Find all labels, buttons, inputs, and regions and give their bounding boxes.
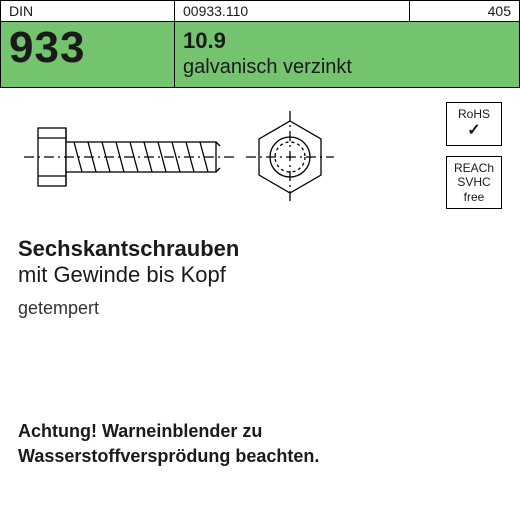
- product-name: Sechskantschrauben: [18, 236, 502, 262]
- rohs-label: RoHS: [453, 107, 495, 121]
- header-standard-label: DIN: [0, 1, 175, 21]
- standard-number-cell: 933: [0, 22, 175, 87]
- rohs-badge: RoHS ✓: [446, 102, 502, 146]
- product-treatment: getempert: [18, 298, 502, 319]
- header-right-code: 405: [410, 1, 520, 21]
- standard-number: 933: [9, 26, 166, 70]
- product-subtitle: mit Gewinde bis Kopf: [18, 262, 502, 288]
- reach-line2: SVHC: [453, 175, 495, 189]
- reach-badge: REACh SVHC free: [446, 156, 502, 209]
- spec-row: 933 10.9 galvanisch verzinkt: [0, 22, 520, 88]
- check-icon: ✓: [453, 121, 495, 140]
- description-block: Sechskantschrauben mit Gewinde bis Kopf …: [0, 228, 520, 319]
- header-row: DIN 00933.110 405: [0, 0, 520, 22]
- warning-line1: Achtung! Warneinblender zu: [18, 419, 319, 443]
- coating: galvanisch verzinkt: [183, 56, 511, 79]
- warning-text: Achtung! Warneinblender zu Wasserstoffve…: [18, 419, 319, 468]
- spec-cell: 10.9 galvanisch verzinkt: [175, 22, 520, 87]
- header-code: 00933.110: [175, 1, 410, 21]
- illustration-area: RoHS ✓ REACh SVHC free: [0, 88, 520, 228]
- warning-line2: Wasserstoffversprödung beachten.: [18, 444, 319, 468]
- reach-line3: free: [453, 190, 495, 204]
- bolt-illustration: [10, 88, 350, 228]
- strength-class: 10.9: [183, 28, 511, 54]
- reach-line1: REACh: [453, 161, 495, 175]
